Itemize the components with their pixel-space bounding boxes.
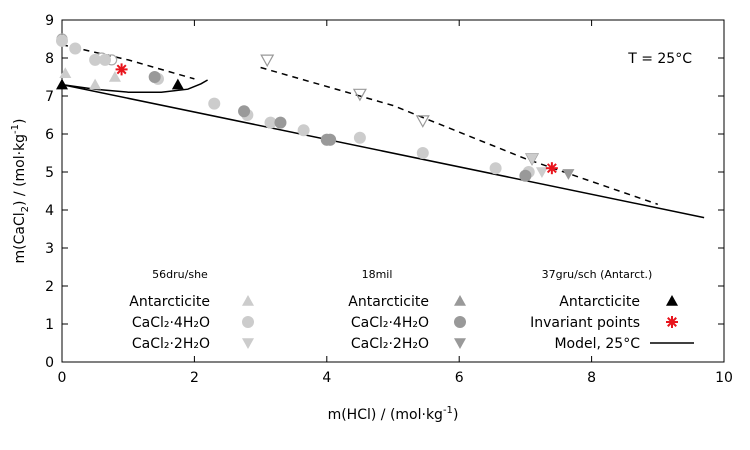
legend-header-1: 18mil bbox=[362, 268, 393, 281]
ticks: 0 2 4 6 8 10 0 1 2 3 4 5 6 7 8 9 bbox=[45, 13, 733, 386]
legend-symbol-0-1 bbox=[242, 316, 254, 328]
series-4-point-0 bbox=[148, 71, 161, 83]
open-point-1-1 bbox=[352, 88, 367, 102]
series-2-point-0 bbox=[526, 153, 539, 165]
y-axis-label-sub: 2 bbox=[20, 206, 31, 212]
open-point-1-2 bbox=[415, 115, 430, 128]
y-tick-label-9: 9 bbox=[45, 13, 54, 29]
series-4-point-4 bbox=[324, 133, 337, 146]
series-1-point-13 bbox=[489, 162, 502, 175]
x-tick-label-5: 10 bbox=[715, 370, 733, 386]
legend-symbol-2-0 bbox=[666, 295, 678, 306]
y-tick-label-3: 3 bbox=[45, 241, 54, 257]
model-line-3 bbox=[260, 66, 659, 206]
legend-label-1-0: Antarcticite bbox=[348, 294, 429, 310]
x-axis-label-end: ) bbox=[453, 407, 458, 423]
legend-label-0-0: Antarcticite bbox=[129, 294, 210, 310]
series-7-point-0 bbox=[115, 63, 128, 76]
legend-label-2-0: Antarcticite bbox=[559, 294, 640, 310]
legend-header-0: 56dru/she bbox=[152, 268, 208, 281]
x-tick-label-1: 2 bbox=[190, 370, 199, 386]
plot-frame bbox=[61, 19, 725, 363]
series-0-point-0 bbox=[59, 67, 72, 78]
series-4-point-5 bbox=[519, 169, 532, 182]
legend-symbol-1-0 bbox=[454, 295, 466, 306]
series-1-point-1 bbox=[69, 42, 82, 55]
legend-label-1-2: CaCl₂·2H₂O bbox=[351, 336, 429, 352]
series-5-point-0 bbox=[562, 169, 575, 180]
x-tick-label-0: 0 bbox=[58, 370, 67, 386]
series-1-point-8 bbox=[297, 124, 310, 137]
legend-header-2: 37gru/sch (Antarct.) bbox=[542, 268, 653, 281]
series-1-point-3 bbox=[99, 53, 112, 66]
legend-symbol-1-1 bbox=[454, 316, 466, 328]
x-tick-label-2: 4 bbox=[322, 370, 331, 386]
model-line-0 bbox=[61, 83, 705, 219]
x-axis-label: m(HCl) / (mol·kg-1) bbox=[328, 405, 459, 423]
y-tick-label-2: 2 bbox=[45, 279, 54, 295]
series-6-point-1 bbox=[171, 78, 184, 90]
x-axis-label-sup: -1 bbox=[443, 405, 453, 416]
y-tick-label-6: 6 bbox=[45, 127, 54, 143]
model-lines bbox=[61, 43, 705, 219]
legend-label-0-1: CaCl₂·4H₂O bbox=[132, 315, 210, 331]
y-axis-label: m(CaCl2) / (mol·kg-1) bbox=[10, 118, 31, 263]
y-axis-label-end: ) bbox=[12, 118, 28, 123]
series-1-point-0 bbox=[56, 34, 68, 47]
series-0-point-2 bbox=[108, 71, 121, 82]
series-0-point-1 bbox=[89, 78, 102, 90]
y-tick-label-8: 8 bbox=[45, 51, 54, 67]
legend: 56dru/she Antarcticite CaCl₂·4H₂O CaCl₂·2H₂… bbox=[129, 268, 694, 352]
model-line-2 bbox=[61, 43, 195, 80]
series-6-point-0 bbox=[56, 78, 68, 90]
legend-symbol-0-0 bbox=[242, 295, 254, 306]
x-tick-label-3: 6 bbox=[455, 370, 464, 386]
y-tick-label-4: 4 bbox=[45, 203, 54, 219]
series-2-point-1 bbox=[535, 167, 548, 178]
legend-label-1-1: CaCl₂·4H₂O bbox=[351, 315, 429, 331]
x-axis-label-main: m(HCl) / (mol·kg bbox=[328, 407, 443, 423]
data-points bbox=[56, 33, 575, 182]
series-4-point-1 bbox=[238, 105, 251, 118]
legend-symbol-1-2 bbox=[454, 338, 466, 349]
series-1-point-2 bbox=[89, 53, 102, 66]
series-1-point-12 bbox=[416, 147, 429, 159]
series-4-point-2 bbox=[274, 116, 287, 129]
legend-label-2-1: Invariant points bbox=[530, 315, 640, 331]
legend-symbol-2-1 bbox=[666, 316, 678, 328]
y-axis-label-mid: ) / (mol·kg bbox=[12, 134, 28, 206]
series-7-point-1 bbox=[545, 162, 558, 175]
y-tick-label-5: 5 bbox=[45, 165, 54, 181]
model-line-1 bbox=[61, 79, 208, 93]
y-tick-label-0: 0 bbox=[45, 355, 54, 371]
legend-label-2-2: Model, 25°C bbox=[554, 336, 640, 352]
series-1-point-5 bbox=[208, 97, 221, 110]
y-axis-label-sup: -1 bbox=[10, 124, 21, 134]
temperature-annotation: T = 25°C bbox=[627, 51, 692, 67]
x-tick-label-4: 8 bbox=[587, 370, 596, 386]
series-1-point-11 bbox=[353, 131, 366, 144]
legend-symbol-0-2 bbox=[242, 338, 254, 349]
legend-label-0-2: CaCl₂·2H₂O bbox=[132, 336, 210, 352]
open-point-1-0 bbox=[260, 54, 275, 68]
y-axis-label-pre: m(CaCl bbox=[12, 212, 28, 263]
y-tick-label-7: 7 bbox=[45, 89, 54, 105]
y-tick-label-1: 1 bbox=[45, 317, 54, 333]
series-1-point-7 bbox=[264, 116, 277, 129]
